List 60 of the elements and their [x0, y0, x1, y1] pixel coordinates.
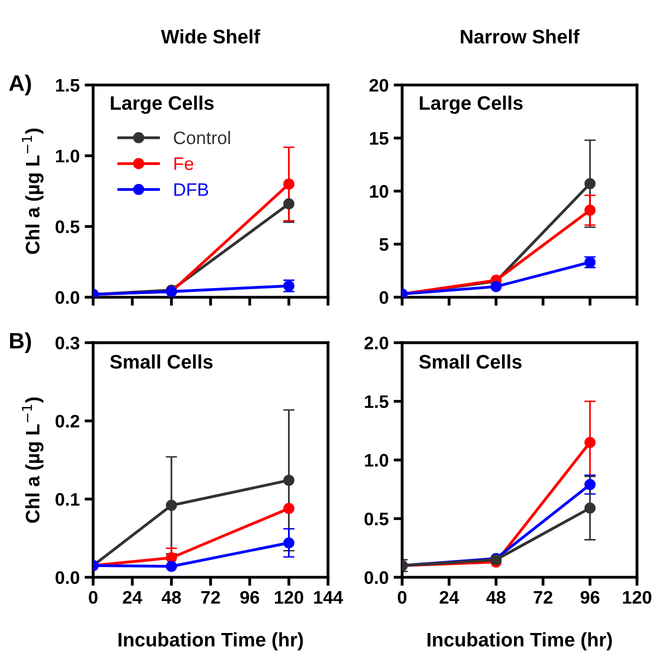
x-tick-label: 120: [623, 590, 652, 604]
x-tick-label: 96: [240, 590, 260, 604]
x-tick-label: 0: [88, 590, 98, 604]
x-tick-label: 0: [398, 590, 406, 604]
y-tick-label: 0.1: [56, 493, 80, 506]
x-tick-label: 24: [122, 590, 142, 604]
y-tick-label: 1.5: [56, 79, 80, 92]
x-tick-label: 144: [314, 591, 343, 604]
annotation: Large Cells: [110, 96, 214, 114]
y-tick-label: 20: [369, 78, 388, 92]
y-tick-label: 5: [379, 238, 388, 251]
x-tick-label: 96: [580, 590, 600, 604]
x-axis-title: Incubation Time (hr): [118, 632, 303, 650]
x-tick-label: 48: [486, 590, 506, 604]
y-tick-label: 1.0: [56, 150, 80, 162]
x-tick-label: 24: [440, 590, 460, 604]
point: [283, 474, 294, 486]
point: [166, 552, 177, 564]
text: A): [9, 74, 31, 96]
point: [283, 198, 294, 210]
y-tick-label: 0.3: [56, 336, 80, 350]
y-axis-title: Chl a (µg L$^{−1}$): [22, 128, 44, 254]
point: [584, 204, 596, 216]
text: B): [10, 332, 31, 354]
chart-title: Wide Shelf: [160, 29, 260, 44]
x-tick-label: 48: [162, 590, 181, 604]
y-tick-label: 0.5: [364, 512, 388, 526]
x-tick-label: 72: [201, 590, 220, 604]
x-tick-label: 72: [534, 590, 552, 604]
point: [283, 178, 294, 190]
point: [584, 479, 596, 490]
legend-label: Fe: [174, 157, 194, 170]
x-tick-label: 120: [274, 590, 304, 604]
chart-title: Narrow Shelf: [460, 29, 580, 44]
point: [584, 436, 596, 448]
legend-label: DFB: [174, 183, 208, 196]
point: [166, 560, 177, 572]
point: [166, 500, 177, 511]
point: [584, 502, 596, 514]
x-axis-title: Incubation Time (hr): [428, 632, 612, 650]
point: [490, 281, 502, 292]
annotation: Large Cells: [420, 96, 523, 114]
y-tick-label: 0.0: [56, 571, 80, 584]
y-axis-title: Chl a (µg L$^{−1}$): [22, 398, 44, 523]
y-tick-label: 15: [370, 132, 388, 145]
y-tick-label: 0.5: [56, 220, 80, 234]
y-tick-label: 1.0: [364, 454, 388, 467]
y-tick-label: 0.0: [56, 291, 80, 304]
annotation: Small Cells: [110, 354, 213, 369]
y-tick-label: 0: [380, 291, 388, 304]
y-tick-label: 1.5: [364, 395, 388, 408]
point: [283, 537, 294, 548]
point: [584, 178, 596, 190]
y-tick-label: 2.0: [364, 336, 388, 350]
y-tick-label: 0.0: [364, 571, 388, 584]
y-tick-label: 10: [370, 185, 388, 198]
point: [283, 502, 294, 514]
legend-label: Control: [174, 130, 230, 144]
y-tick-label: 0.2: [56, 414, 80, 428]
annotation: Small Cells: [419, 354, 522, 369]
